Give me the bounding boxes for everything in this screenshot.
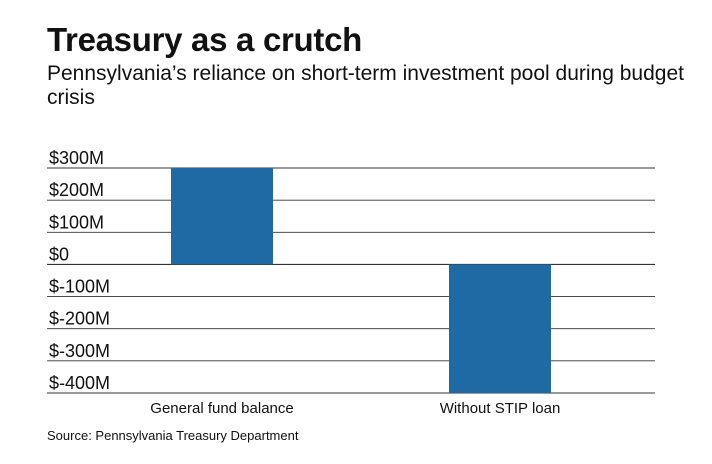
bars (171, 168, 551, 393)
y-axis-labels: $300M $200M $100M $0 $-100M $-200M $-300M $-400… (49, 148, 110, 393)
x-axis-labels: General fund balance Without STIP loan (150, 400, 560, 417)
bar (449, 264, 551, 393)
y-tick-label: $100M (49, 212, 104, 232)
x-category-label: General fund balance (150, 400, 293, 417)
gridlines (47, 167, 655, 394)
y-tick-label: $-200M (49, 309, 110, 329)
y-tick-label: $-300M (49, 341, 110, 361)
y-tick-label: $0 (49, 244, 69, 264)
y-tick-label: $300M (49, 148, 104, 168)
y-tick-label: $-400M (49, 373, 110, 393)
y-tick-label: $-100M (49, 277, 110, 297)
x-category-label: Without STIP loan (440, 400, 561, 417)
source-note: Source: Pennsylvania Treasury Department (47, 428, 299, 443)
y-tick-label: $200M (49, 180, 104, 200)
chart-title: Treasury as a crutch (47, 21, 363, 58)
chart-subtitle: Pennsylvania’s reliance on short-term in… (47, 62, 684, 109)
bar (171, 168, 273, 265)
